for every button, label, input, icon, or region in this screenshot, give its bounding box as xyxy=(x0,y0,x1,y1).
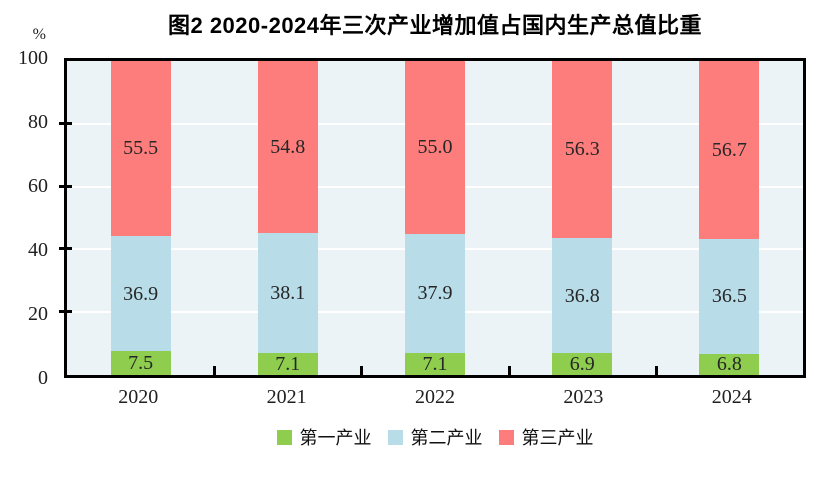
bar-value-label: 7.1 xyxy=(422,352,448,375)
y-tick-label-100: 100 xyxy=(18,47,48,69)
x-axis-tick xyxy=(654,366,658,375)
bar-2024-segment-tertiary-industry: 56.7 xyxy=(699,61,760,240)
y-axis-tick-20 xyxy=(59,310,72,314)
x-axis-tick xyxy=(213,366,217,375)
x-axis-tick-labels: 2020 2021 2022 2023 2024 xyxy=(64,386,806,410)
y-axis-tick-80 xyxy=(59,121,72,125)
bar-value-label: 56.7 xyxy=(711,139,747,162)
bar-2021-segment-tertiary-industry: 54.8 xyxy=(257,61,318,234)
bar-2021-segment-secondary-industry: 38.1 xyxy=(257,233,318,353)
legend-swatch-secondary-industry xyxy=(387,429,403,445)
bar-value-label: 38.1 xyxy=(270,281,306,304)
bar-2021-segment-primary-industry: 7.1 xyxy=(257,352,318,375)
bar-2024-segment-primary-industry: 6.8 xyxy=(699,353,760,376)
legend-label-secondary-industry: 第二产业 xyxy=(410,428,483,448)
bar-value-label: 56.3 xyxy=(564,138,600,161)
x-tick-label-2023: 2023 xyxy=(563,386,604,408)
bar-value-label: 7.5 xyxy=(128,352,154,375)
legend-item-primary-industry: 第一产业 xyxy=(276,424,372,450)
plot-area: 7.5 36.9 55.5 7.1 38.1 54.8 7.1 37.9 55.0 6.9 36.8… xyxy=(59,58,806,378)
bar-2020: 7.5 36.9 55.5 xyxy=(110,61,171,375)
bar-value-label: 7.1 xyxy=(275,352,301,375)
bar-value-label: 37.9 xyxy=(417,282,453,305)
y-tick-label-80: 80 xyxy=(28,111,48,133)
bar-2023-segment-tertiary-industry: 56.3 xyxy=(552,61,613,238)
y-tick-label-0: 0 xyxy=(38,367,48,389)
bar-2022-segment-tertiary-industry: 55.0 xyxy=(405,61,465,234)
bar-2020-segment-primary-industry: 7.5 xyxy=(110,351,171,375)
bar-2021: 7.1 38.1 54.8 xyxy=(257,61,318,375)
y-axis-tick-40 xyxy=(59,247,72,251)
bar-2022-segment-primary-industry: 7.1 xyxy=(405,352,465,375)
bar-2022: 7.1 37.9 55.0 xyxy=(405,61,465,375)
legend-item-tertiary-industry: 第三产业 xyxy=(498,424,594,450)
bar-value-label: 55.5 xyxy=(123,137,159,160)
x-tick-label-2020: 2020 xyxy=(118,386,159,408)
x-axis-tick xyxy=(360,366,364,375)
bar-value-label: 55.0 xyxy=(417,136,453,159)
legend-swatch-primary-industry xyxy=(276,429,292,445)
chart-title: 图2 2020-2024年三次产业增加值占国内生产总值比重 xyxy=(167,13,703,38)
bar-2023-segment-secondary-industry: 36.8 xyxy=(552,237,613,354)
x-tick-label-2024: 2024 xyxy=(711,386,752,408)
bar-value-label: 6.8 xyxy=(716,353,742,376)
x-tick-label-2022: 2022 xyxy=(415,386,455,408)
bar-2022-segment-secondary-industry: 37.9 xyxy=(405,233,465,353)
legend: 第一产业 第二产业 第三产业 xyxy=(64,424,806,450)
bar-value-label: 54.8 xyxy=(270,136,306,159)
bar-2024: 6.8 36.5 56.7 xyxy=(699,61,760,376)
bar-value-label: 36.5 xyxy=(711,285,747,308)
legend-label-primary-industry: 第一产业 xyxy=(299,428,372,448)
bar-value-label: 36.8 xyxy=(564,284,600,307)
x-axis-tick xyxy=(507,366,511,375)
y-tick-label-60: 60 xyxy=(28,175,48,197)
y-axis-tick-labels: 0 20 40 60 80 100 xyxy=(0,47,48,389)
bar-2023: 6.9 36.8 56.3 xyxy=(552,61,613,376)
bar-2020-segment-tertiary-industry: 55.5 xyxy=(110,61,171,236)
bar-value-label: 6.9 xyxy=(569,353,595,376)
legend-swatch-tertiary-industry xyxy=(498,429,514,445)
y-axis-unit-label: % xyxy=(32,26,46,43)
x-tick-label-2021: 2021 xyxy=(266,386,307,408)
bar-2023-segment-primary-industry: 6.9 xyxy=(552,353,613,376)
y-axis-tick-60 xyxy=(59,184,72,188)
bar-value-label: 36.9 xyxy=(123,282,159,305)
legend-item-secondary-industry: 第二产业 xyxy=(387,424,483,450)
y-tick-label-40: 40 xyxy=(28,239,48,261)
legend-label-tertiary-industry: 第三产业 xyxy=(521,428,594,448)
bar-2020-segment-secondary-industry: 36.9 xyxy=(110,235,171,352)
bar-2024-segment-secondary-industry: 36.5 xyxy=(699,239,760,354)
y-tick-label-20: 20 xyxy=(28,303,48,325)
